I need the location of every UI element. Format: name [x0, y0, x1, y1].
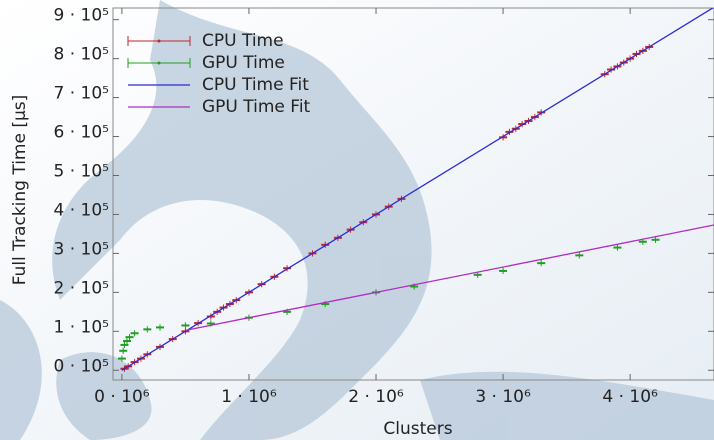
y-tick-label: 4 · 10⁵ — [54, 200, 109, 220]
x-tick-label: 0 · 10⁶ — [94, 387, 150, 407]
y-tick-label: 8 · 10⁵ — [54, 45, 109, 65]
chart: Clusters Full Tracking Time [μs] 0 · 10⁵… — [0, 0, 714, 440]
y-tick-label: 2 · 10⁵ — [54, 278, 109, 298]
x-axis-title: Clusters — [383, 419, 452, 439]
x-tick-label: 1 · 10⁶ — [221, 387, 277, 407]
y-tick-label: 0 · 10⁵ — [54, 356, 109, 376]
y-tick-label: 9 · 10⁵ — [54, 6, 109, 26]
legend-label: GPU Time Fit — [202, 97, 311, 117]
x-tick-label: 3 · 10⁶ — [475, 387, 531, 407]
y-tick-label: 7 · 10⁵ — [54, 84, 109, 104]
y-axis-title: Full Tracking Time [μs] — [10, 95, 30, 286]
legend-dot — [158, 62, 161, 65]
legend-label: GPU Time — [202, 53, 285, 73]
y-tick-label: 5 · 10⁵ — [54, 161, 109, 181]
y-tick-label: 6 · 10⁵ — [54, 123, 109, 143]
y-tick-label: 1 · 10⁵ — [54, 317, 109, 337]
y-tick-label: 3 · 10⁵ — [54, 239, 109, 259]
x-tick-label: 4 · 10⁶ — [602, 387, 658, 407]
legend-dot — [158, 40, 161, 43]
legend-label: CPU Time Fit — [202, 75, 309, 95]
x-tick-label: 2 · 10⁶ — [348, 387, 404, 407]
legend-label: CPU Time — [202, 31, 284, 51]
